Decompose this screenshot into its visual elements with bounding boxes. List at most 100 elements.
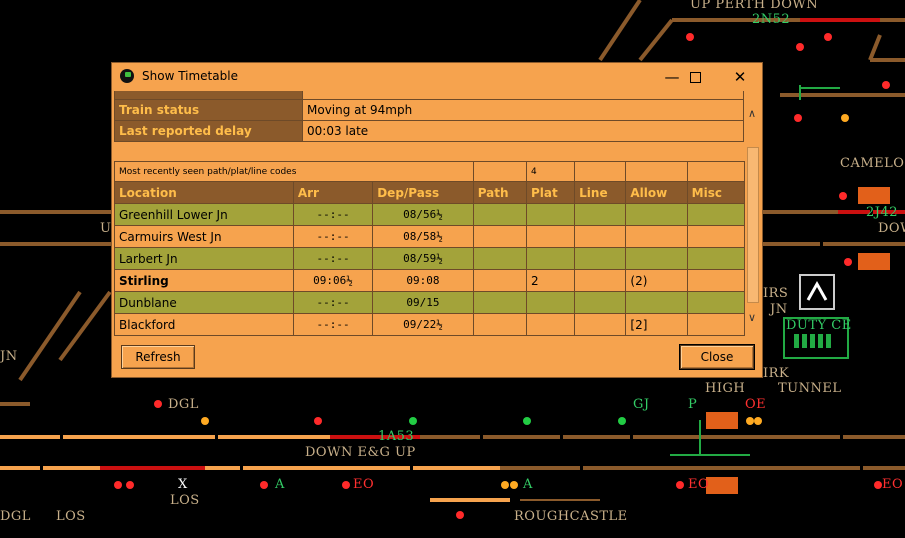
cell-line: [574, 225, 627, 248]
status-row-delay: Last reported delay 00:03 late: [114, 120, 744, 142]
column-header-plat[interactable]: Plat: [525, 181, 576, 204]
cell-line: [574, 291, 627, 314]
cell-allow: (2): [625, 269, 688, 292]
minimize-button[interactable]: —: [652, 65, 692, 89]
cell-arr: --:--: [292, 291, 374, 314]
cell-dep: 09:08: [372, 269, 474, 292]
cell-misc: [686, 291, 746, 314]
label-oe: OE: [745, 397, 767, 412]
cell-arr: --:--: [292, 203, 374, 226]
headcode-1a53: 1A53: [378, 429, 415, 444]
column-header-location[interactable]: Location: [114, 181, 294, 204]
cell-dep: 09/22½: [372, 313, 474, 336]
table-row[interactable]: Blackford --:-- 09/22½ [2]: [114, 313, 746, 336]
label-a-2: A: [523, 477, 533, 492]
column-header-allow[interactable]: Allow: [625, 181, 688, 204]
cell-path: [472, 313, 527, 336]
column-header-dep[interactable]: Dep/Pass: [372, 181, 474, 204]
scroll-down-icon[interactable]: ∨: [748, 311, 757, 324]
status-key-cut: [114, 91, 303, 100]
table-row[interactable]: Greenhill Lower Jn --:-- 08/56½: [114, 203, 746, 226]
cell-allow: [625, 247, 688, 270]
label-camelon: CAMELON: [840, 156, 905, 171]
cell-arr: --:--: [292, 225, 374, 248]
caption-row: Most recently seen path/plat/line codes …: [114, 161, 746, 182]
label-high: HIGH: [705, 381, 746, 396]
caption-path: [472, 161, 527, 182]
label-los: LOS: [170, 493, 200, 508]
label-duty-ce: DUTY CE: [786, 318, 852, 333]
caption-line: [574, 161, 627, 182]
cell-plat: [525, 313, 576, 336]
label-dgl-bottom: DGL: [0, 509, 31, 524]
label-irk: IRK: [763, 366, 790, 381]
minimize-icon: —: [664, 68, 680, 86]
cell-plat: [525, 225, 576, 248]
maximize-icon: [689, 72, 701, 83]
label-eo-2: EO: [688, 477, 710, 492]
maximize-button[interactable]: [675, 65, 715, 89]
status-row-cut: [114, 91, 744, 100]
cell-location: Blackford: [114, 313, 294, 336]
cell-line: [574, 203, 627, 226]
column-header-path[interactable]: Path: [472, 181, 527, 204]
cell-line: [574, 269, 627, 292]
label-eo-1: EO: [353, 477, 375, 492]
label-los-bottom: LOS: [56, 509, 86, 524]
cell-allow: [2]: [625, 313, 688, 336]
cell-allow: [625, 203, 688, 226]
column-header-misc[interactable]: Misc: [686, 181, 746, 204]
scrollbar-thumb[interactable]: [747, 147, 759, 303]
timetable-table: Most recently seen path/plat/line codes …: [114, 161, 746, 336]
close-window-button[interactable]: ✕: [720, 65, 760, 89]
refresh-button[interactable]: Refresh: [121, 345, 195, 369]
status-value-cut: [302, 91, 744, 100]
cell-dep: 08/56½: [372, 203, 474, 226]
timetable-content[interactable]: Train status Moving at 94mph Last report…: [114, 91, 746, 337]
cell-misc: [686, 313, 746, 336]
cell-allow: [625, 225, 688, 248]
label-down-right: DOW: [878, 221, 905, 236]
caption-text: Most recently seen path/plat/line codes: [114, 161, 474, 182]
caption-misc: [686, 161, 746, 182]
cell-path: [472, 291, 527, 314]
table-row[interactable]: Stirling 09:06½ 09:08 2 (2): [114, 269, 746, 292]
vertical-scrollbar[interactable]: ∧ ∨: [746, 91, 760, 327]
cell-line: [574, 313, 627, 336]
cell-line: [574, 247, 627, 270]
timetable-dialog: Show Timetable — ✕ Train status Moving a…: [111, 62, 763, 378]
headcode-2n52: 2N52: [752, 12, 791, 27]
cell-location: Greenhill Lower Jn: [114, 203, 294, 226]
close-button[interactable]: Close: [679, 344, 755, 370]
cell-arr: --:--: [292, 247, 374, 270]
cell-location: Stirling: [114, 269, 294, 292]
cell-plat: [525, 291, 576, 314]
caption-allow: [625, 161, 688, 182]
status-key: Last reported delay: [114, 120, 303, 142]
cell-plat: [525, 203, 576, 226]
label-jn-right: JN: [770, 302, 788, 317]
app-icon: [120, 69, 134, 83]
status-table: Train status Moving at 94mph Last report…: [114, 91, 744, 142]
column-header-arr[interactable]: Arr: [292, 181, 374, 204]
status-value: 00:03 late: [302, 120, 744, 142]
cell-path: [472, 269, 527, 292]
cell-dep: 08/58½: [372, 225, 474, 248]
cell-dep: 08/59½: [372, 247, 474, 270]
table-row[interactable]: Carmuirs West Jn --:-- 08/58½: [114, 225, 746, 248]
close-icon: ✕: [733, 68, 747, 86]
cell-path: [472, 247, 527, 270]
dialog-title: Show Timetable: [142, 69, 238, 83]
table-row[interactable]: Larbert Jn --:-- 08/59½: [114, 247, 746, 270]
header-row: Location Arr Dep/Pass Path Plat Line All…: [114, 181, 746, 204]
table-row[interactable]: Dunblane --:-- 09/15: [114, 291, 746, 314]
label-jn-left: JN: [0, 349, 18, 364]
label-eo-3: EO: [882, 477, 904, 492]
column-header-line[interactable]: Line: [574, 181, 627, 204]
scroll-up-icon[interactable]: ∧: [748, 107, 757, 120]
label-roughcastle: ROUGHCASTLE: [514, 509, 628, 524]
label-gj: GJ: [633, 397, 650, 412]
cell-misc: [686, 269, 746, 292]
dialog-titlebar[interactable]: Show Timetable — ✕: [112, 63, 762, 91]
